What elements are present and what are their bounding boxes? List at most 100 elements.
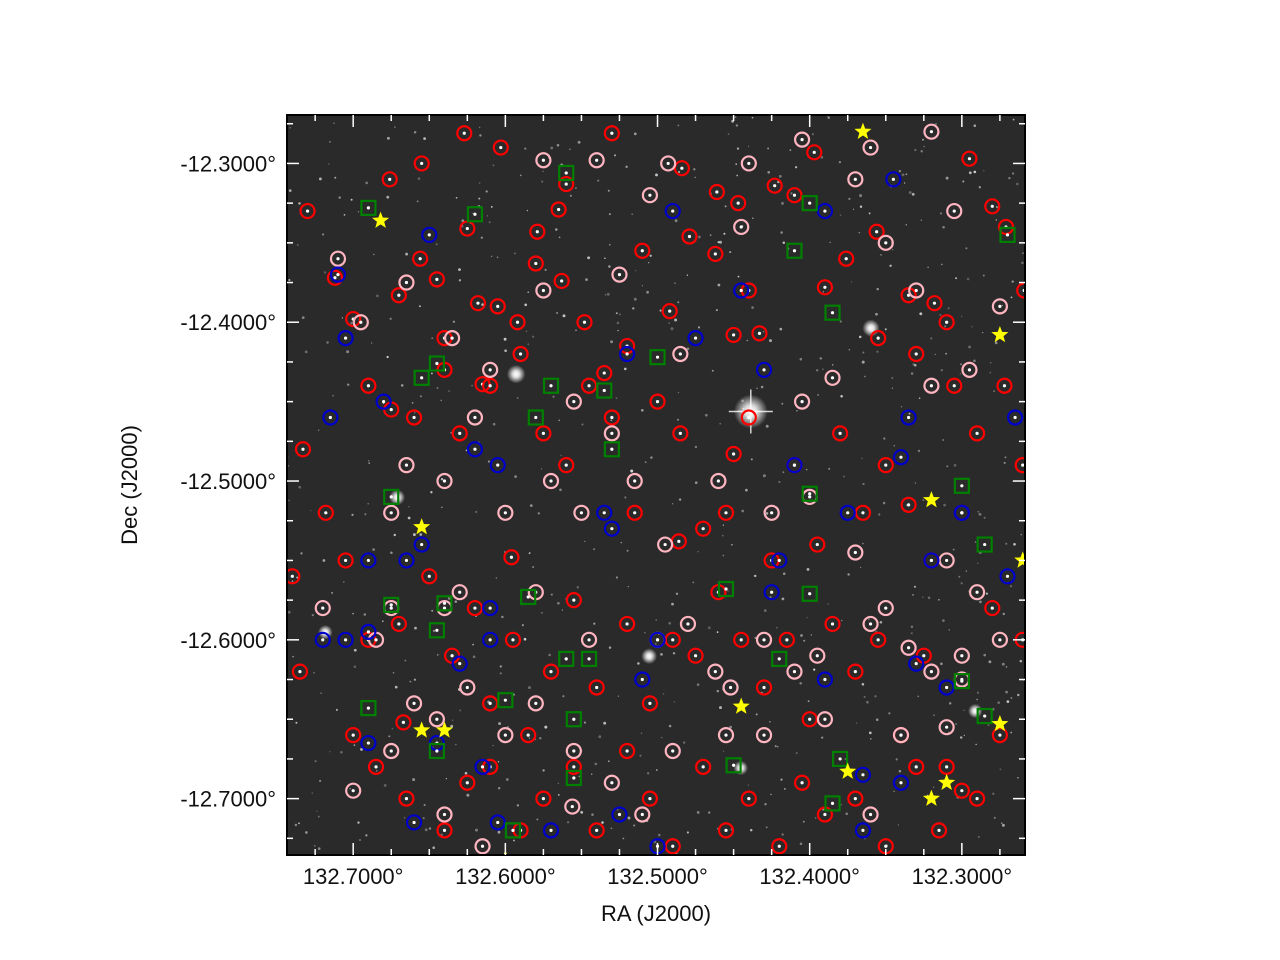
sky-speck (693, 168, 696, 171)
y-tick-label: -12.6000° (180, 628, 276, 653)
sky-speck (731, 544, 733, 546)
sky-speck (1019, 659, 1023, 663)
marker-circle-0 (717, 504, 735, 521)
marker-circle-2 (337, 631, 354, 648)
sky-speck (942, 439, 945, 441)
sky-speck (965, 570, 968, 572)
sky-speck (422, 817, 425, 820)
marker-circle-1 (383, 504, 400, 521)
sky-speck (946, 465, 949, 468)
sky-speck (479, 182, 481, 184)
marker-circle-0 (708, 183, 725, 201)
sky-speck (319, 779, 322, 782)
sky-speck (576, 586, 580, 589)
sky-speck (455, 743, 457, 746)
sky-speck (982, 274, 985, 277)
marker-circle-1 (877, 599, 894, 617)
sky-speck (557, 602, 560, 605)
sky-speck (1011, 172, 1015, 175)
marker-circle-0 (809, 536, 826, 553)
sky-speck (655, 619, 657, 621)
sky-speck (769, 595, 772, 599)
sky-speck (403, 817, 406, 819)
marker-circle-0 (991, 727, 1008, 744)
sky-speck (762, 474, 766, 478)
sky-speck (891, 249, 894, 251)
star-dot (617, 812, 622, 817)
sky-speck (349, 787, 351, 790)
marker-circle-0 (596, 364, 613, 382)
sky-speck (977, 562, 979, 564)
sky-speck (326, 341, 329, 344)
sky-speck (615, 397, 618, 400)
star-dot (404, 280, 409, 285)
sky-speck (527, 343, 529, 345)
star-dot (515, 320, 520, 324)
marker-star (413, 518, 431, 535)
sky-speck (778, 175, 782, 178)
sky-speck (922, 138, 924, 141)
sky-speck (291, 580, 294, 582)
sky-speck (610, 340, 614, 344)
sky-speck (1001, 662, 1005, 666)
star-dot (815, 542, 819, 547)
marker-square (360, 199, 377, 216)
sky-speck (883, 437, 886, 440)
sky-speck (767, 170, 771, 174)
star-dot (716, 479, 720, 483)
sky-speck (908, 191, 912, 194)
star-dot (875, 230, 879, 234)
star-dot (929, 558, 934, 563)
star-dot (435, 361, 439, 366)
sky-speck (745, 488, 748, 492)
sky-speck (635, 270, 637, 272)
star-dot (678, 431, 682, 435)
marker-square (999, 226, 1016, 243)
star-dot (564, 182, 568, 186)
sky-speck (393, 533, 397, 537)
star-dot (465, 226, 469, 231)
sky-speck (840, 804, 842, 806)
star-dot (503, 698, 507, 702)
star-dot (945, 320, 949, 324)
sky-speck (769, 720, 771, 723)
sky-speck (411, 401, 414, 404)
marker-circle-0 (930, 822, 948, 839)
sky-speck (774, 745, 777, 748)
marker-circle-2 (360, 552, 377, 569)
star-dot (732, 452, 736, 456)
star-dot (418, 257, 422, 261)
marker-circle-0 (673, 160, 690, 177)
sky-speck (968, 171, 972, 175)
sky-speck (817, 394, 819, 396)
star-dot (792, 249, 797, 253)
sky-speck (985, 592, 989, 595)
marker-circle-0 (641, 790, 659, 807)
marker-circle-1 (451, 584, 468, 601)
sky-speck (383, 783, 387, 787)
sky-speck (360, 747, 363, 751)
sky-speck (428, 827, 432, 830)
marker-circle-1 (824, 369, 841, 386)
star-dot (602, 371, 606, 375)
marker-circle-1 (535, 152, 552, 169)
sky-speck (868, 212, 871, 215)
sky-speck (878, 513, 881, 516)
marker-circle-1 (793, 131, 811, 148)
sky-speck (893, 790, 895, 793)
sky-speck (633, 824, 636, 827)
star-dot (808, 717, 812, 721)
sky-speck (905, 224, 907, 226)
sky-speck (993, 390, 995, 392)
star-dot (389, 511, 393, 515)
sky-speck (796, 409, 798, 412)
star-dot (579, 511, 584, 515)
sky-speck (722, 524, 725, 526)
sky-speck (707, 626, 711, 630)
sky-speck (898, 769, 902, 773)
sky-speck (343, 214, 346, 216)
marker-circle-2 (786, 457, 803, 474)
star-dot (732, 333, 736, 337)
marker-circle-1 (968, 584, 986, 601)
sky-speck (521, 624, 524, 627)
